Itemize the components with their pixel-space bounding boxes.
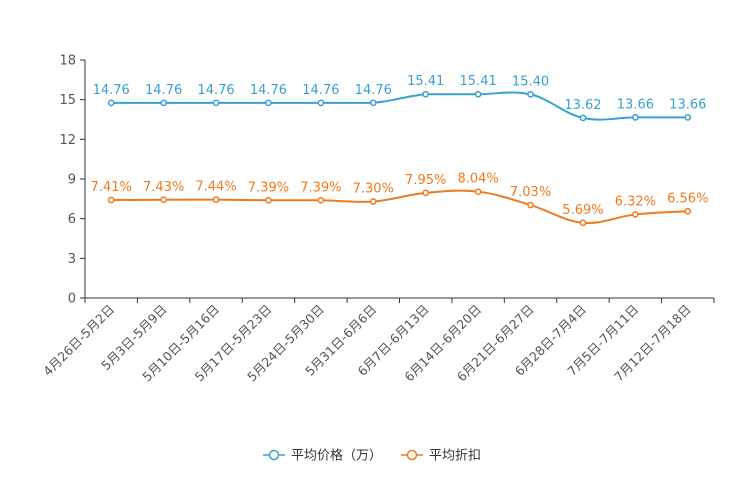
series-line-0 <box>111 91 688 121</box>
data-label: 14.76 <box>250 83 287 98</box>
series-1: 7.41% 7.43% 7.44% 7.39% 7.39% 7.30% 7.95% 8.04%… <box>91 172 708 227</box>
y-tick-label: 0 <box>68 292 76 307</box>
legend-item-1[interactable]: 平均折扣 <box>401 449 481 464</box>
data-label: 7.43% <box>143 180 184 195</box>
legend-label: 平均折扣 <box>429 449 481 464</box>
data-label: 7.03% <box>510 185 551 200</box>
data-label: 14.76 <box>355 83 392 98</box>
legend-item-0[interactable]: 平均价格（万） <box>263 448 382 464</box>
data-label: 13.66 <box>617 97 654 112</box>
data-point[interactable] <box>632 211 639 218</box>
legend-marker-icon <box>268 449 280 461</box>
data-point[interactable] <box>527 91 534 98</box>
data-label: 13.66 <box>669 97 706 112</box>
data-label: 6.32% <box>615 194 656 209</box>
chart-series: 14.76 14.76 14.76 14.76 14.76 14.76 15.41 15.41… <box>91 74 708 227</box>
series-line-1 <box>111 189 688 224</box>
data-point[interactable] <box>107 99 115 107</box>
data-label: 15.41 <box>407 74 444 89</box>
data-point[interactable] <box>579 114 587 122</box>
y-tick-label: 3 <box>68 252 76 267</box>
data-label: 14.76 <box>302 83 339 98</box>
data-point[interactable] <box>107 196 115 204</box>
data-point[interactable] <box>474 90 482 98</box>
data-label: 15.41 <box>460 74 497 89</box>
data-point[interactable] <box>317 99 325 107</box>
data-point[interactable] <box>369 99 377 107</box>
data-point[interactable] <box>579 219 587 227</box>
data-point[interactable] <box>160 99 167 107</box>
data-point[interactable] <box>474 188 482 196</box>
data-point[interactable] <box>527 201 534 209</box>
data-point[interactable] <box>265 196 272 204</box>
data-point[interactable] <box>212 99 220 107</box>
data-point[interactable] <box>160 196 167 204</box>
data-label: 8.04% <box>457 172 498 187</box>
data-point[interactable] <box>265 99 272 107</box>
data-label: 7.44% <box>195 180 236 195</box>
data-label: 7.30% <box>353 181 394 196</box>
data-label: 14.76 <box>197 83 234 98</box>
legend-marker-icon <box>406 449 418 461</box>
data-label: 7.41% <box>91 180 132 195</box>
y-tick-label: 9 <box>68 173 76 188</box>
data-label: 6.56% <box>667 191 708 206</box>
series-0: 14.76 14.76 14.76 14.76 14.76 14.76 15.41 15.41… <box>93 74 706 122</box>
data-point[interactable] <box>632 114 639 121</box>
data-label: 5.69% <box>562 203 603 218</box>
data-point[interactable] <box>369 198 377 205</box>
y-tick-label: 6 <box>68 212 76 227</box>
data-point[interactable] <box>422 189 430 197</box>
chart-legend[interactable]: 平均价格（万） 平均折扣 <box>263 448 481 464</box>
y-tick-label: 18 <box>59 54 76 69</box>
data-label: 15.40 <box>512 74 549 89</box>
data-point[interactable] <box>317 196 325 204</box>
y-tick-label: 12 <box>59 133 76 148</box>
data-label: 7.39% <box>300 180 341 195</box>
data-point[interactable] <box>422 90 430 98</box>
data-point[interactable] <box>684 207 692 215</box>
data-label: 14.76 <box>145 83 182 98</box>
data-label: 7.39% <box>248 180 289 195</box>
data-label: 7.95% <box>405 173 446 188</box>
data-label: 14.76 <box>93 83 130 98</box>
legend-label: 平均价格（万） <box>291 448 382 464</box>
data-point[interactable] <box>212 196 220 203</box>
data-label: 13.62 <box>564 98 601 113</box>
y-tick-label: 15 <box>59 93 76 108</box>
data-point[interactable] <box>684 114 692 121</box>
